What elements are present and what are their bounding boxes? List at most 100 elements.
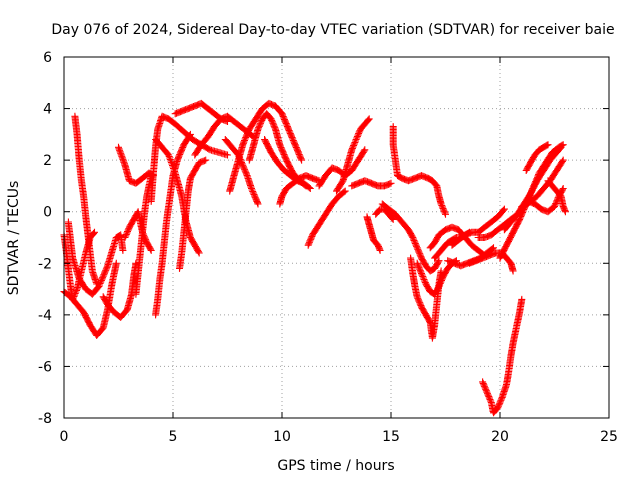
data-point — [414, 245, 422, 253]
data-point — [99, 272, 107, 280]
data-point — [305, 238, 313, 246]
data-point — [414, 261, 422, 269]
data-point — [115, 145, 123, 153]
data-point — [306, 237, 314, 245]
data-point — [279, 113, 287, 120]
data-point — [409, 235, 417, 243]
series-arc-28 — [407, 254, 445, 342]
data-point — [353, 133, 361, 141]
data-point — [365, 115, 373, 123]
data-point — [364, 116, 372, 124]
data-point — [386, 180, 394, 188]
series-arc-40 — [544, 177, 569, 216]
data-point — [411, 239, 419, 247]
data-point — [354, 131, 362, 139]
series-arc-23 — [348, 177, 395, 190]
data-point — [440, 206, 448, 214]
data-point — [485, 394, 493, 402]
data-point — [249, 189, 257, 197]
data-point — [340, 188, 348, 196]
data-point — [497, 396, 505, 404]
data-point — [289, 135, 297, 143]
data-point — [414, 247, 422, 255]
data-point — [103, 263, 111, 271]
data-point — [412, 241, 420, 249]
series-arc-3 — [71, 112, 101, 288]
data-point — [168, 160, 176, 168]
data-point — [437, 278, 445, 286]
data-point — [241, 167, 249, 175]
series-arc-20 — [304, 187, 349, 249]
data-point — [559, 156, 567, 164]
y-tick-label: -6 — [38, 359, 52, 375]
data-point — [122, 231, 130, 239]
x-tick-labels: 0 5 10 15 20 25 — [60, 429, 618, 445]
y-tick-labels: -8 -6 -4 -2 0 2 4 6 — [38, 50, 52, 427]
data-point — [248, 186, 256, 194]
data-point — [552, 198, 560, 206]
data-point — [421, 277, 429, 285]
data-point — [241, 166, 249, 174]
data-point — [436, 280, 444, 287]
data-point — [122, 232, 130, 240]
series-arc-13 — [176, 156, 210, 272]
data-point — [271, 124, 279, 132]
series-arc-34 — [448, 205, 508, 249]
data-point — [142, 236, 150, 244]
data-point — [195, 249, 203, 257]
data-point — [486, 396, 494, 404]
data-point — [355, 128, 363, 136]
data-point — [559, 185, 567, 192]
data-point — [97, 278, 105, 286]
data-point — [91, 228, 98, 236]
x-axis-label: GPS time / hours — [277, 458, 394, 474]
data-point — [413, 293, 421, 301]
data-point — [307, 235, 315, 243]
data-point — [348, 146, 356, 154]
data-point — [98, 275, 106, 283]
series-arc-38 — [522, 141, 552, 174]
data-point — [95, 283, 103, 290]
data-point — [416, 265, 424, 273]
data-point — [437, 200, 445, 208]
data-point — [255, 124, 263, 132]
y-axis-label: SDTVAR / TECUs — [6, 181, 22, 296]
series-arc-33 — [466, 249, 517, 275]
data-point — [96, 280, 104, 287]
series-arc-14 — [191, 112, 258, 159]
data-point — [485, 393, 493, 401]
data-point — [96, 281, 103, 289]
data-point — [170, 165, 177, 172]
data-point — [436, 281, 444, 289]
data-point — [351, 139, 359, 146]
data-point — [561, 208, 569, 216]
data-point — [416, 251, 424, 259]
data-point — [438, 277, 445, 285]
chart-title: Day 076 of 2024, Sidereal Day-to-day VTE… — [51, 22, 614, 38]
x-tick-label: 10 — [273, 429, 291, 445]
x-tick-label: 0 — [60, 429, 69, 445]
data-point — [484, 390, 491, 398]
data-point — [361, 146, 369, 154]
data-point — [251, 192, 259, 200]
data-point — [409, 234, 417, 241]
data-point — [165, 151, 173, 159]
data-point — [341, 187, 349, 195]
data-point — [250, 190, 258, 198]
data-point — [411, 238, 419, 246]
data-point — [73, 287, 80, 294]
data-point — [488, 245, 496, 253]
data-point — [410, 236, 418, 244]
data-point — [102, 266, 110, 274]
data-point — [440, 207, 448, 215]
data-point — [500, 205, 508, 213]
series-arc-4 — [64, 218, 127, 298]
x-tick-label: 15 — [382, 429, 400, 445]
x-tick-label: 5 — [169, 429, 178, 445]
data-point — [435, 283, 443, 290]
data-point — [101, 268, 109, 276]
data-point — [257, 119, 264, 127]
data-point — [387, 179, 395, 187]
data-point — [254, 200, 262, 208]
